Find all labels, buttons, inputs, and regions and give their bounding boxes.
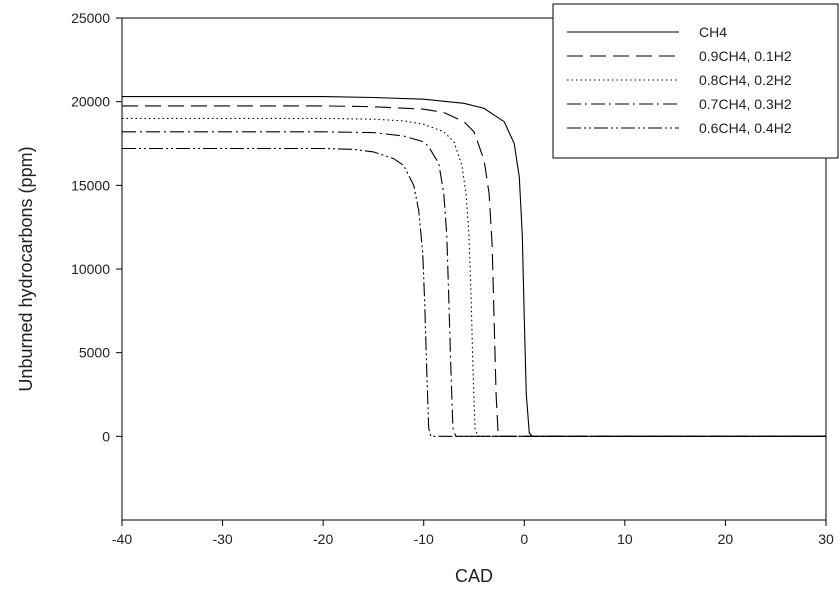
x-tick-label: -10 (414, 531, 434, 547)
series-line (122, 147, 826, 437)
legend-label: 0.9CH4, 0.1H2 (699, 48, 792, 64)
legend-box (552, 3, 839, 159)
y-tick-label: 0 (102, 428, 110, 444)
legend: CH4 0.9CH4, 0.1H2 0.8CH4, 0.2H2 0.7CH4, 0.3… (552, 3, 839, 159)
series-line (122, 117, 826, 437)
x-tick-label: 10 (617, 531, 633, 547)
x-tick-label: -40 (112, 531, 132, 547)
legend-label: 0.7CH4, 0.3H2 (699, 96, 792, 112)
x-tick-label: 20 (718, 531, 734, 547)
y-tick-label: 10000 (71, 261, 110, 277)
x-axis-title: CAD (455, 566, 493, 586)
y-tick-label: 25000 (71, 10, 110, 26)
x-tick-label: 0 (520, 531, 528, 547)
y-tick-label: 5000 (79, 345, 110, 361)
legend-label: 0.8CH4, 0.2H2 (699, 72, 792, 88)
y-axis-title: Unburned hydrocarbons (ppm) (16, 146, 36, 391)
y-tick-label: 15000 (71, 177, 110, 193)
series-group (122, 96, 826, 437)
x-tick-label: 30 (818, 531, 834, 547)
y-tick-label: 20000 (71, 94, 110, 110)
legend-label: 0.6CH4, 0.4H2 (699, 120, 792, 136)
ticks-group: -40 -30 -20 -10 0 10 20 30 0 5000 10000 15000 20000 2… (71, 10, 834, 547)
x-tick-label: -20 (313, 531, 333, 547)
x-tick-label: -30 (212, 531, 232, 547)
legend-label: CH4 (699, 24, 727, 40)
series-line (122, 131, 826, 437)
